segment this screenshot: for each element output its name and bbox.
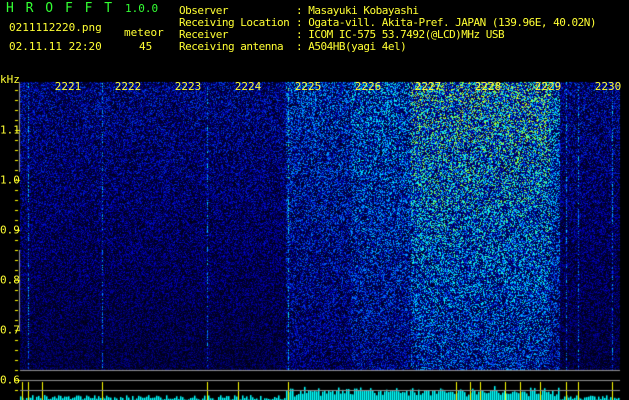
info-label: Observer xyxy=(179,4,228,17)
y-tick-label: 1.0 xyxy=(0,173,20,187)
info-label: Receiving Location xyxy=(179,16,290,29)
app-version: 1.0.0 xyxy=(125,2,159,15)
x-tick-label: 2224 xyxy=(234,80,262,93)
info-value: : Ogata-vill. Akita-Pref. JAPAN (139.96E… xyxy=(296,16,597,29)
x-tick-label: 2230 xyxy=(594,80,622,93)
x-tick-label: 2225 xyxy=(294,80,322,93)
datetime: 02.11.11 22:20 xyxy=(9,40,102,53)
y-tick-label: 0.6 xyxy=(0,373,20,387)
x-tick-label: 2226 xyxy=(354,80,382,93)
meteor-label: meteor xyxy=(124,26,164,39)
info-value: : ICOM IC-575 53.7492(@LCD)MHz USB xyxy=(296,28,505,41)
x-tick-label: 2223 xyxy=(174,80,202,93)
x-tick-label: 2222 xyxy=(114,80,142,93)
y-axis-label: kHz xyxy=(0,73,20,86)
y-tick-label: 0.8 xyxy=(0,273,20,287)
x-tick-label: 2227 xyxy=(414,80,442,93)
info-value: : Masayuki Kobayashi xyxy=(296,4,419,17)
info-value: : A504HB(yagi 4el) xyxy=(296,40,407,53)
meteor-count: 45 xyxy=(139,40,153,53)
app-title: H R O F F T xyxy=(6,1,115,16)
filename: 0211112220.png xyxy=(9,21,102,34)
info-label: Receiving antenna xyxy=(179,40,284,53)
y-tick-label: 1.1 xyxy=(0,123,20,137)
x-tick-label: 2221 xyxy=(54,80,82,93)
x-tick-label: 2228 xyxy=(474,80,502,93)
y-tick-label: 0.9 xyxy=(0,223,20,237)
y-tick-label: 0.7 xyxy=(0,323,20,337)
x-tick-label: 2229 xyxy=(534,80,562,93)
info-label: Receiver xyxy=(179,28,228,41)
